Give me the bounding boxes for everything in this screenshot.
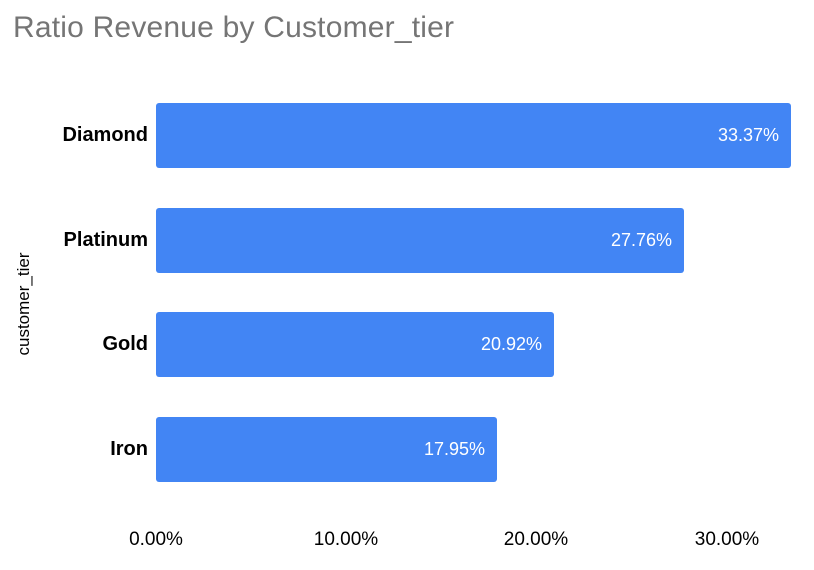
- bar[interactable]: 20.92%: [156, 312, 554, 377]
- x-tick-label: 20.00%: [503, 529, 569, 550]
- category-label: Platinum: [63, 229, 148, 251]
- x-tick-label: 10.00%: [313, 529, 379, 550]
- category-label: Iron: [110, 438, 148, 460]
- bar-value-label: 20.92%: [480, 334, 542, 354]
- bar[interactable]: 17.95%: [156, 417, 497, 482]
- bar[interactable]: 33.37%: [156, 103, 791, 168]
- x-tick-label: 30.00%: [694, 529, 760, 550]
- bar-value-label: 17.95%: [423, 439, 485, 459]
- bar[interactable]: 27.76%: [156, 208, 684, 273]
- bar-value-label: 33.37%: [717, 125, 779, 145]
- category-label: Gold: [102, 333, 148, 355]
- chart-title: Ratio Revenue by Customer_tier: [13, 11, 455, 44]
- x-tick-label: 0.00%: [129, 529, 183, 550]
- bar-value-label: 27.76%: [610, 230, 672, 250]
- category-label: Diamond: [62, 124, 148, 146]
